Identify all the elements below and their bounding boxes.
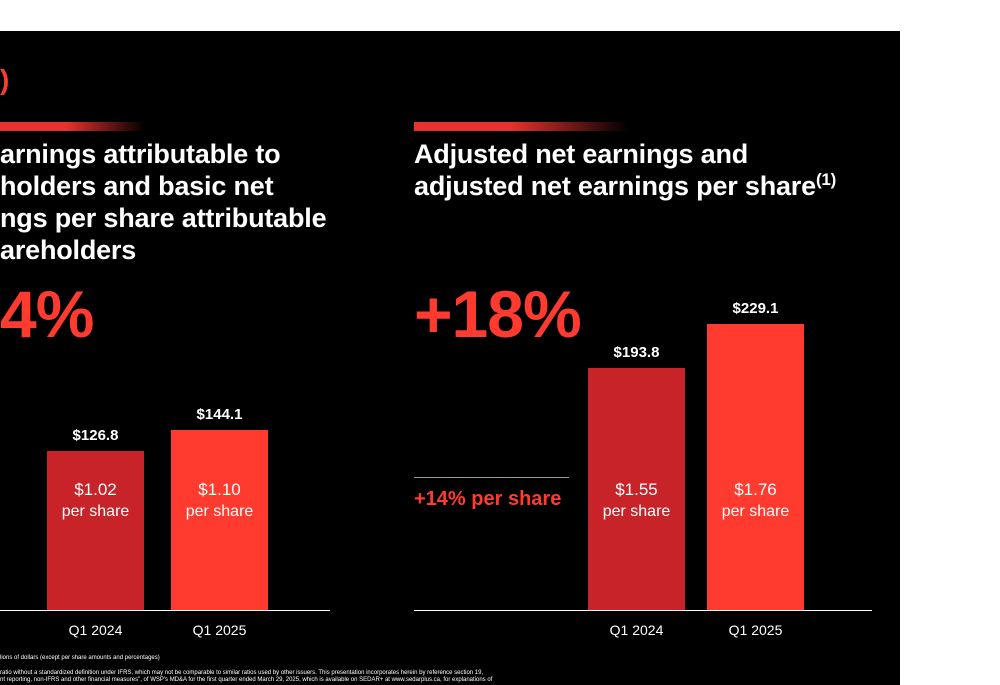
footnote-2: ratio without a standardized definition …	[0, 670, 484, 676]
right-category-label-2: Q1 2025	[728, 622, 783, 638]
per-share-change: +14% per share	[414, 488, 562, 510]
right-chart-axis	[414, 610, 872, 611]
slide: ) arnings attributable to holders and ba…	[0, 31, 900, 685]
left-panel-heading: arnings attributable to holders and basi…	[0, 139, 327, 265]
right-bar-1	[588, 368, 685, 610]
left-bar-value-label-2: $144.1	[196, 406, 243, 423]
left-category-label-2: Q1 2025	[192, 622, 247, 638]
left-per-share-unit-1: per share	[61, 503, 130, 520]
left-bar-1	[47, 451, 144, 610]
right-bar-2	[707, 324, 804, 610]
footnote-3: nt reporting, non-IFRS and other financi…	[0, 677, 493, 683]
left-big-change: 4%	[0, 277, 94, 351]
right-per-share-amount-2: $1.76	[734, 480, 777, 499]
left-per-share-amount-1: $1.02	[74, 480, 117, 499]
right-per-share-unit-1: per share	[602, 503, 671, 520]
left-per-share-amount-2: $1.10	[198, 480, 241, 499]
right-bar-per-share-2: $1.76 per share	[696, 479, 816, 523]
left-accent-bar	[0, 122, 145, 131]
left-chart-axis	[0, 610, 330, 611]
right-bar-per-share-1: $1.55 per share	[577, 479, 697, 523]
slide-title-fragment: )	[0, 64, 10, 95]
right-bar-value-label-2: $229.1	[732, 300, 779, 317]
left-category-label-1: Q1 2024	[68, 622, 123, 638]
right-accent-bar	[414, 122, 628, 131]
right-per-share-unit-2: per share	[721, 503, 790, 520]
right-heading-text: Adjusted net earnings and adjusted net e…	[414, 139, 816, 201]
right-per-share-amount-1: $1.55	[615, 480, 658, 499]
left-bar-value-label-1: $126.8	[72, 427, 119, 444]
left-bar-2	[171, 430, 268, 610]
right-category-label-1: Q1 2024	[609, 622, 664, 638]
per-share-divider	[414, 477, 569, 478]
left-bar-per-share-1: $1.02 per share	[36, 479, 156, 523]
right-heading-footnote-ref: (1)	[815, 170, 837, 189]
right-big-change: +18%	[414, 277, 582, 351]
right-bar-value-label-1: $193.8	[613, 344, 660, 361]
right-panel-heading: Adjusted net earnings and adjusted net e…	[414, 138, 836, 202]
left-per-share-unit-2: per share	[185, 503, 254, 520]
footnote-1: lions of dollars (except per share amoun…	[0, 655, 160, 661]
left-bar-per-share-2: $1.10 per share	[160, 479, 280, 523]
